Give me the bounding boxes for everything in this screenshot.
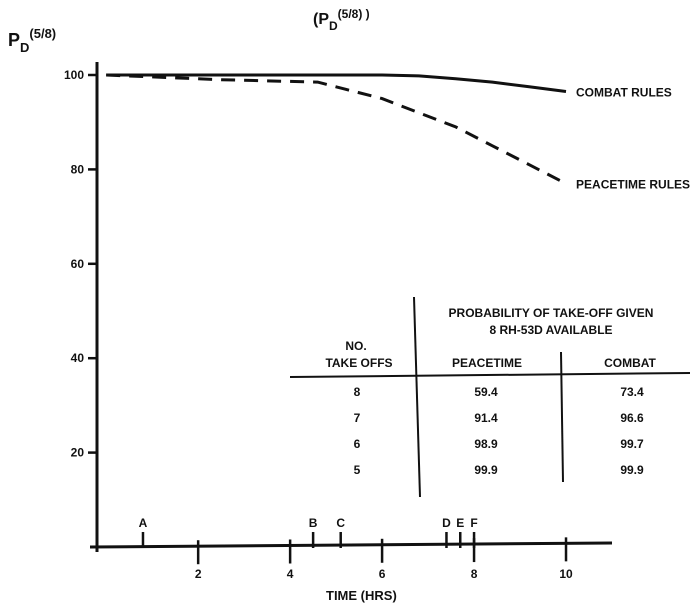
table-row-combat-8: 73.4 bbox=[620, 385, 644, 399]
table-rows: 8 59.4 73.4 7 91.4 96.6 6 98.9 99.7 5 99.9 99.9 bbox=[354, 385, 644, 477]
y-tick-label-40: 40 bbox=[71, 351, 85, 365]
peacetime-rules-line bbox=[106, 73, 567, 185]
table-row-peacetime-8: 59.4 bbox=[474, 385, 498, 399]
event-marker-label-c: C bbox=[336, 516, 345, 530]
y-axis-label-sub: D bbox=[20, 40, 29, 55]
x-tick-label-2: 2 bbox=[195, 567, 202, 581]
y-axis-label-sup: (5/8) bbox=[29, 26, 56, 41]
table-column-divider bbox=[560, 351, 564, 483]
chart-title-sub: D bbox=[329, 19, 338, 33]
table-row-combat-5: 99.9 bbox=[620, 463, 644, 477]
y-axis-label: PD(5/8) bbox=[8, 26, 56, 55]
table-title-line1: PROBABILITY OF TAKE-OFF GIVEN bbox=[449, 306, 654, 320]
y-tick-label-20: 20 bbox=[71, 446, 85, 460]
event-marker-label-e: E bbox=[456, 516, 464, 530]
table-header-rule bbox=[289, 372, 691, 378]
table-title-line2: 8 RH-53D AVAILABLE bbox=[489, 323, 612, 337]
table-row-peacetime-7: 91.4 bbox=[474, 411, 498, 425]
y-ticks: 100 80 60 40 20 bbox=[64, 68, 98, 460]
take-off-table: PROBABILITY OF TAKE-OFF GIVEN 8 RH-53D A… bbox=[289, 296, 691, 498]
x-tick-label-6: 6 bbox=[379, 567, 386, 581]
table-row-combat-7: 96.6 bbox=[620, 411, 644, 425]
legend-combat-rules: COMBAT RULES bbox=[576, 86, 672, 100]
y-tick-label-60: 60 bbox=[71, 257, 85, 271]
legend-peacetime-rules: PEACETIME RULES bbox=[576, 178, 690, 192]
x-axis-label: TIME (HRS) bbox=[326, 588, 397, 603]
table-vertical-divider bbox=[413, 296, 421, 498]
y-axis-label-main: P bbox=[8, 30, 20, 50]
x-tick-label-10: 10 bbox=[559, 567, 573, 581]
table-row-count-6: 6 bbox=[354, 437, 361, 451]
event-marker-label-d: D bbox=[442, 516, 451, 530]
series-layer: COMBAT RULES PEACETIME RULES bbox=[106, 73, 690, 192]
table-row-header-line1: NO. bbox=[345, 339, 366, 353]
y-tick-label-100: 100 bbox=[64, 68, 84, 82]
table-col-combat: COMBAT bbox=[604, 356, 656, 370]
event-marker-label-b: B bbox=[309, 516, 318, 530]
chart-title-main: (P bbox=[313, 11, 329, 28]
x-tick-label-4: 4 bbox=[287, 567, 294, 581]
table-row-combat-6: 99.7 bbox=[620, 437, 644, 451]
chart-title: (PD(5/8) ) bbox=[313, 7, 370, 33]
x-tick-label-8: 8 bbox=[471, 567, 478, 581]
y-tick-label-80: 80 bbox=[71, 162, 85, 176]
table-row-peacetime-5: 99.9 bbox=[474, 463, 498, 477]
combat-rules-line bbox=[106, 73, 567, 93]
table-col-peacetime: PEACETIME bbox=[452, 356, 522, 370]
event-marker-label-a: A bbox=[139, 516, 148, 530]
event-marker-label-f: F bbox=[470, 516, 477, 530]
table-row-count-5: 5 bbox=[354, 463, 361, 477]
table-row-count-8: 8 bbox=[354, 385, 361, 399]
chart-title-sup: (5/8) ) bbox=[338, 7, 370, 21]
table-row-header-line2: TAKE OFFS bbox=[325, 356, 392, 370]
table-row-count-7: 7 bbox=[354, 411, 361, 425]
table-row-peacetime-6: 98.9 bbox=[474, 437, 498, 451]
x-axis bbox=[89, 541, 613, 549]
